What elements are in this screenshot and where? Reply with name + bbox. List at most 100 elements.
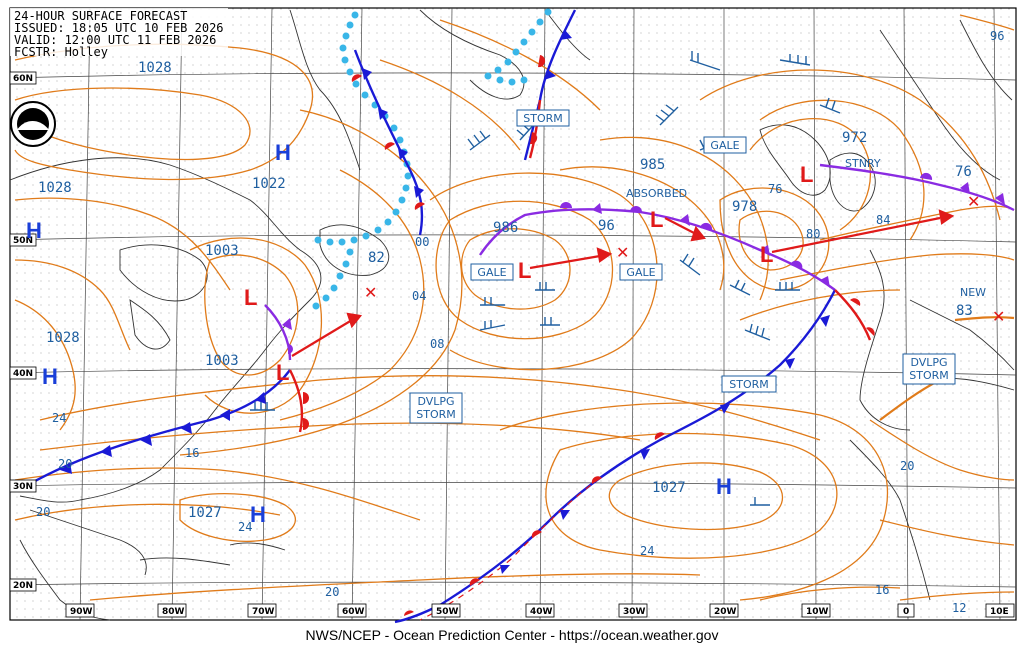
wind-barbs bbox=[250, 51, 841, 506]
occluded-front-west bbox=[264, 304, 293, 361]
x-symbol-982: ✕ bbox=[364, 283, 377, 302]
pressure-value-978: 978 bbox=[732, 199, 757, 215]
lon-label-20w: 20W bbox=[714, 607, 737, 617]
isobar-label-20e: 20 bbox=[900, 459, 914, 473]
occluded-front-central bbox=[479, 202, 836, 291]
isobar-label-24w: 24 bbox=[52, 411, 66, 425]
label-dvlpg-east-2: STORM bbox=[909, 369, 949, 382]
lat-label-60n: 60N bbox=[13, 74, 33, 84]
pressure-value-982: 82 bbox=[368, 250, 385, 266]
isobar-label-20s: 20 bbox=[325, 585, 339, 599]
lon-label-10e: 10E bbox=[990, 607, 1009, 617]
lon-label-40w: 40W bbox=[530, 607, 553, 617]
lon-labels: 90W 80W 70W 60W 50W 40W 30W 20W 10W 0 10… bbox=[65, 603, 1015, 618]
high-symbol-1027-w: H bbox=[250, 502, 266, 527]
lat-label-40n: 40N bbox=[13, 369, 33, 379]
footer-credit: NWS/NCEP - Ocean Prediction Center - htt… bbox=[306, 627, 719, 643]
warm-front-west bbox=[288, 369, 309, 433]
isobar-label-00: 00 bbox=[415, 235, 429, 249]
isobar-label-12: 12 bbox=[952, 601, 966, 615]
pressure-value-1028-sw: 1028 bbox=[46, 330, 80, 346]
header-forecaster: FCSTR: Holley bbox=[14, 45, 108, 59]
lon-label-0: 0 bbox=[903, 607, 909, 617]
lon-label-70w: 70W bbox=[252, 607, 275, 617]
label-dvlpg-west-2: STORM bbox=[416, 408, 456, 421]
label-new: NEW bbox=[960, 286, 986, 299]
pressure-value-1003-n: 1003 bbox=[205, 243, 239, 259]
low-symbol-985: L bbox=[650, 207, 663, 232]
pressure-value-985: 985 bbox=[640, 157, 665, 173]
isobar-label-84: 84 bbox=[876, 213, 890, 227]
label-gale-ne: GALE bbox=[710, 139, 739, 152]
high-symbol-40n: H bbox=[42, 364, 58, 389]
isobar-label-24s: 24 bbox=[640, 544, 654, 558]
isobar-label-96ne: 96 bbox=[990, 29, 1004, 43]
label-dvlpg-east-1: DVLPG bbox=[910, 356, 947, 369]
x-symbol-76: ✕ bbox=[967, 192, 980, 211]
label-stnry: STNRY bbox=[845, 157, 881, 170]
pressure-value-972: 972 bbox=[842, 130, 867, 146]
label-gale-central: GALE bbox=[626, 266, 655, 279]
isobar-label-20w: 20 bbox=[58, 457, 72, 471]
label-storm-central: STORM bbox=[729, 378, 769, 391]
pressure-value-76: 76 bbox=[955, 164, 972, 180]
isobar-label-80: 80 bbox=[806, 227, 820, 241]
lon-label-50w: 50W bbox=[436, 607, 459, 617]
front-greenland bbox=[523, 9, 577, 161]
pressure-centers: H 1028 1022 H 1028 1028 H 1003 1003 L L … bbox=[26, 60, 1005, 527]
pressure-value-986: 986 bbox=[493, 220, 518, 236]
isobar-labels: 00 04 08 24 20 16 20 24 20 24 16 12 20 7… bbox=[36, 29, 1004, 615]
label-storm-north: STORM bbox=[523, 112, 563, 125]
coastlines bbox=[9, 9, 1015, 621]
lon-label-80w: 80W bbox=[162, 607, 185, 617]
pressure-value-96: 96 bbox=[598, 218, 615, 234]
lon-label-10w: 10W bbox=[806, 607, 829, 617]
low-symbol-972: L bbox=[800, 162, 813, 187]
noaa-logo: NOAA bbox=[10, 101, 56, 147]
cold-front-west bbox=[27, 369, 291, 487]
lat-label-20n: 20N bbox=[13, 581, 33, 591]
low-tracks bbox=[291, 209, 955, 357]
boxed-labels: STORM GALE ABSORBED STNRY GALE GALE DVLP… bbox=[409, 109, 986, 424]
header-issued: ISSUED: 18:05 UTC 10 FEB 2026 bbox=[14, 21, 224, 35]
front-new-east bbox=[954, 316, 1015, 322]
noaa-logo-text: NOAA bbox=[24, 123, 42, 129]
cold-front-labrador bbox=[351, 49, 425, 236]
map-frame bbox=[9, 7, 1017, 621]
isobars bbox=[14, 14, 1015, 601]
lon-label-30w: 30W bbox=[623, 607, 646, 617]
isobar-label-16se: 16 bbox=[875, 583, 889, 597]
pressure-value-1028-w: 1028 bbox=[38, 180, 72, 196]
low-symbol-978: L bbox=[760, 242, 773, 267]
pressure-value-83: 83 bbox=[956, 303, 973, 319]
isobar-label-08: 08 bbox=[430, 337, 444, 351]
label-absorbed: ABSORBED bbox=[626, 187, 687, 200]
header-title: 24-HOUR SURFACE FORECAST bbox=[14, 9, 187, 23]
lon-label-90w: 90W bbox=[70, 607, 93, 617]
lon-label-60w: 60W bbox=[342, 607, 365, 617]
x-symbol-96: ✕ bbox=[616, 243, 629, 262]
isobar-label-20sw: 20 bbox=[36, 505, 50, 519]
low-symbol-986: L bbox=[518, 258, 531, 283]
stationary-front-ne bbox=[819, 163, 1015, 212]
warm-front-iberia bbox=[834, 289, 875, 341]
x-symbol-83: ✕ bbox=[992, 307, 1005, 326]
low-symbol-1003-n: L bbox=[244, 285, 257, 310]
label-dvlpg-west-1: DVLPG bbox=[417, 395, 454, 408]
high-symbol-1028-w: H bbox=[26, 218, 42, 243]
pressure-value-1022: 1022 bbox=[252, 176, 286, 192]
pressure-value-1003-s: 1003 bbox=[205, 353, 239, 369]
isobar-label-24c: 24 bbox=[238, 520, 252, 534]
isobar-label-16: 16 bbox=[185, 446, 199, 460]
ice-edge bbox=[312, 8, 552, 310]
low-symbol-1003-s: L bbox=[276, 360, 289, 385]
lat-label-50n: 50N bbox=[13, 236, 33, 246]
high-symbol-1022: H bbox=[275, 140, 291, 165]
header-valid: VALID: 12:00 UTC 11 FEB 2026 bbox=[14, 33, 216, 47]
pressure-value-1027-w: 1027 bbox=[188, 505, 222, 521]
lat-labels: 60N 50N 40N 30N 20N bbox=[9, 71, 37, 592]
pressure-value-1028-nw: 1028 bbox=[138, 60, 172, 76]
isobar-label-76: 76 bbox=[768, 182, 782, 196]
high-symbol-1027-e: H bbox=[716, 474, 732, 499]
